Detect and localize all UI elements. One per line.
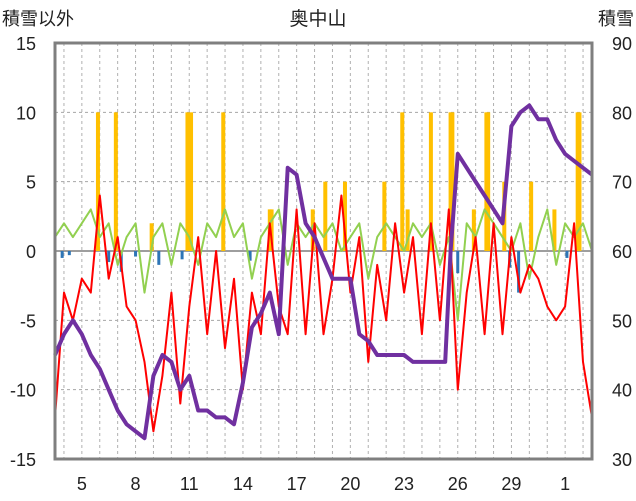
left-axis-label: 積雪以外 [2, 9, 74, 29]
x-tick-label: 11 [180, 474, 199, 494]
precipitation-bar [189, 112, 194, 251]
snow_depth-line [53, 103, 594, 441]
precipitation-bar [342, 181, 347, 251]
y-right-tick-label: 30 [612, 450, 632, 470]
y-left-tick-label: -15 [10, 450, 36, 470]
precipitation-bar [113, 112, 118, 251]
precipitation-bar [529, 181, 534, 251]
precipitation-bar [221, 112, 226, 251]
x-tick-label: 5 [77, 474, 87, 494]
x-tick-label: 8 [131, 474, 141, 494]
sunshine-bar [67, 251, 71, 256]
precipitation-bar [382, 181, 387, 251]
precipitation-bar [552, 209, 557, 251]
y-right-tick-label: 40 [612, 381, 632, 401]
plot-area-border [53, 41, 594, 461]
y-right-tick-label: 90 [612, 34, 632, 54]
y-left-tick-label: -5 [20, 311, 36, 331]
y-right-tick-label: 70 [612, 173, 632, 193]
chart-title: 奥中山 [289, 8, 346, 30]
y-right-tick-label: 60 [612, 242, 632, 262]
precipitation-bar [450, 112, 455, 251]
precipitation-bar [577, 112, 582, 251]
y-left-tick-label: 10 [16, 103, 36, 123]
y-left-tick-label: 0 [26, 242, 36, 262]
sunshine-bar [107, 251, 111, 263]
precipitation-bar [405, 209, 410, 251]
x-tick-label: 26 [448, 474, 468, 494]
x-tick-label: 20 [340, 474, 360, 494]
precipitation-bar [400, 112, 405, 251]
y-left-tick-label: -10 [10, 381, 36, 401]
x-tick-label: 17 [287, 474, 307, 494]
x-tick-label: 23 [394, 474, 414, 494]
sunshine-bar [60, 251, 64, 258]
sunshine-bar [456, 251, 460, 274]
sunshine-bar [157, 251, 161, 265]
y-left-tick-label: 5 [26, 173, 36, 193]
right-axis-label: 積雪 [598, 9, 634, 29]
precipitation-bar [486, 112, 491, 251]
y-right-tick-label: 80 [612, 103, 632, 123]
x-tick-label: 1 [560, 474, 570, 494]
precipitation-bar [269, 209, 274, 251]
y-left-tick-label: 15 [16, 34, 36, 54]
lines [53, 103, 594, 441]
precipitation-bar [310, 209, 315, 251]
sunshine-bar [134, 251, 138, 257]
sunshine-bar [180, 251, 184, 260]
y-right-tick-label: 50 [612, 311, 632, 331]
precipitation-bar [185, 112, 190, 251]
sunshine-bar [517, 251, 521, 293]
precipitation-bar [471, 209, 476, 251]
x-tick-label: 29 [501, 474, 521, 494]
precipitation-bar [149, 223, 154, 251]
wind-line [54, 208, 593, 322]
temperature-line [54, 194, 593, 433]
precipitation-bar [323, 181, 328, 251]
x-tick-label: 14 [233, 474, 253, 494]
sunshine-bar [248, 251, 252, 261]
precipitation-bar [95, 112, 100, 251]
precipitation-bar [428, 112, 433, 251]
sunshine-bar [565, 251, 569, 258]
